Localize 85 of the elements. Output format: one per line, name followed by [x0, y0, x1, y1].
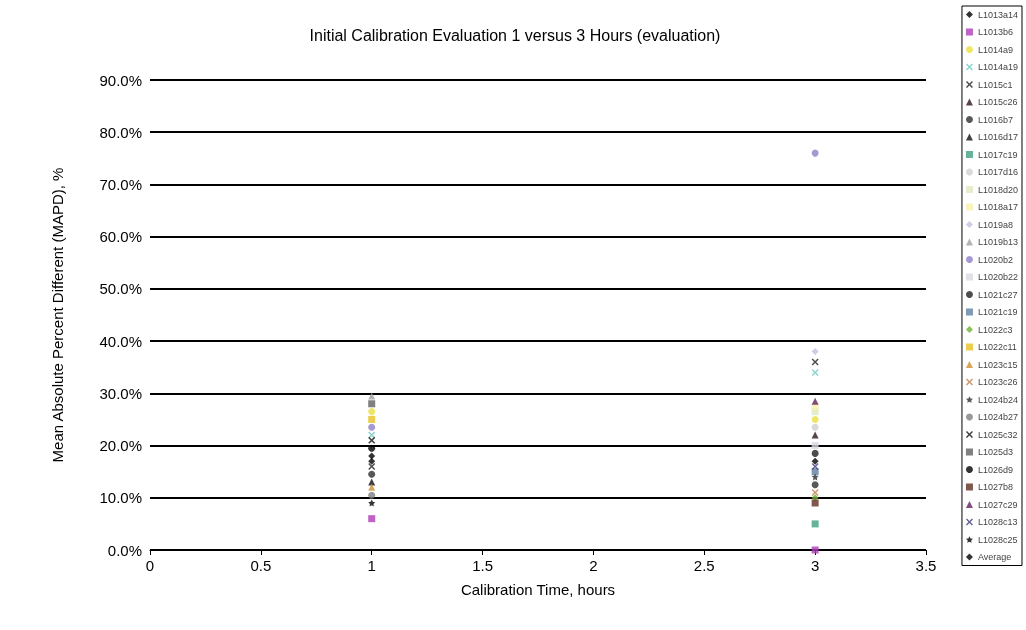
x-tick-label: 0.5: [250, 557, 272, 574]
x-tick-label: 1.5: [472, 557, 493, 574]
legend-label: L1014a19: [977, 62, 1018, 72]
y-tick-label: 30.0%: [99, 384, 142, 402]
point: [811, 149, 819, 157]
point: [811, 473, 819, 481]
point: [811, 423, 819, 431]
legend-label: L1020b22: [977, 272, 1018, 282]
x-tick-label: 0: [145, 557, 155, 574]
point: [368, 444, 376, 452]
point: [811, 520, 819, 528]
x-tick-label: 1: [367, 557, 376, 574]
x-tick-label: 2: [589, 557, 598, 574]
point: [811, 546, 819, 554]
chart-title: Initial Calibration Evaluation 1 versus 3 Hours (evaluation): [309, 26, 721, 44]
legend-label: L1016d17: [977, 132, 1018, 142]
legend-label: L1023c15: [977, 359, 1018, 370]
legend-label: L1021c27: [977, 289, 1018, 300]
legend-label: L1021c19: [977, 307, 1018, 317]
point: [368, 408, 376, 416]
legend-label: L1019a8: [977, 219, 1013, 230]
legend-label: L1026d9: [977, 464, 1013, 475]
point: [368, 462, 376, 470]
y-axis-title: Mean Absolute Percent Different (MAPD), %: [49, 167, 66, 463]
point: [811, 499, 819, 507]
point: [368, 400, 376, 408]
point: [368, 457, 376, 465]
point: [811, 449, 819, 457]
point: [811, 431, 819, 439]
y-tick-label: 80.0%: [99, 123, 142, 141]
point: [368, 483, 376, 491]
legend-label: L1016b7: [977, 114, 1013, 125]
legend-label: L1018a17: [977, 202, 1018, 212]
point: [811, 358, 819, 366]
y-tick-label: 10.0%: [99, 489, 142, 507]
y-tick-label: 90.0%: [99, 71, 142, 89]
x-tick-label: 3: [810, 557, 820, 574]
point: [811, 368, 819, 376]
legend-label: L1024b27: [977, 412, 1018, 422]
point: [368, 515, 376, 523]
x-axis-title: Calibration Time, hours: [460, 581, 616, 598]
legend-label: Average: [977, 552, 1012, 562]
point: [368, 436, 376, 444]
x-tick-label: 3.5: [915, 557, 937, 574]
legend-label: L1020b2: [977, 254, 1013, 265]
y-tick-label: 40.0%: [99, 332, 142, 350]
point: [368, 470, 376, 478]
point: [811, 397, 819, 405]
point: [811, 415, 819, 423]
point: [368, 423, 376, 431]
legend-label: L1022c3: [977, 324, 1013, 335]
point: [811, 442, 819, 450]
point: [811, 457, 819, 465]
legend-label: L1027b8: [977, 482, 1013, 492]
legend-label: L1013b6: [977, 27, 1013, 37]
legend-label: L1028c25: [977, 534, 1018, 545]
y-tick-label: 0.0%: [107, 541, 142, 559]
x-tick-label: 2.5: [693, 557, 715, 574]
legend-label: L1015c1: [977, 79, 1013, 90]
legend-label: L1017d16: [977, 167, 1018, 177]
point: [368, 415, 376, 423]
legend-label: L1023c26: [977, 377, 1018, 387]
point: [811, 481, 819, 489]
point: [811, 489, 819, 497]
legend-label: L1017c19: [977, 149, 1018, 160]
point: [368, 452, 376, 460]
legend-label: L1019b13: [977, 237, 1018, 247]
point: [368, 491, 376, 499]
legend-label: L1024b24: [977, 394, 1018, 405]
y-tick-label: 50.0%: [99, 280, 142, 298]
legend-label: L1014a9: [977, 44, 1013, 55]
y-tick-label: 70.0%: [99, 175, 142, 193]
legend-label: L1027c29: [977, 499, 1018, 510]
point: [811, 348, 819, 356]
point: [368, 499, 376, 507]
legend-label: L1022c11: [977, 342, 1017, 352]
y-tick-label: 60.0%: [99, 228, 142, 246]
y-tick-label: 20.0%: [99, 437, 142, 455]
legend-label: L1013a14: [977, 9, 1018, 20]
legend-label: L1028c13: [977, 517, 1018, 527]
legend-label: L1025c32: [977, 429, 1018, 440]
legend-label: L1025d3: [977, 447, 1013, 457]
legend-label: L1015c26: [977, 97, 1018, 107]
point: [811, 462, 819, 470]
legend-label: L1018d20: [977, 184, 1018, 195]
